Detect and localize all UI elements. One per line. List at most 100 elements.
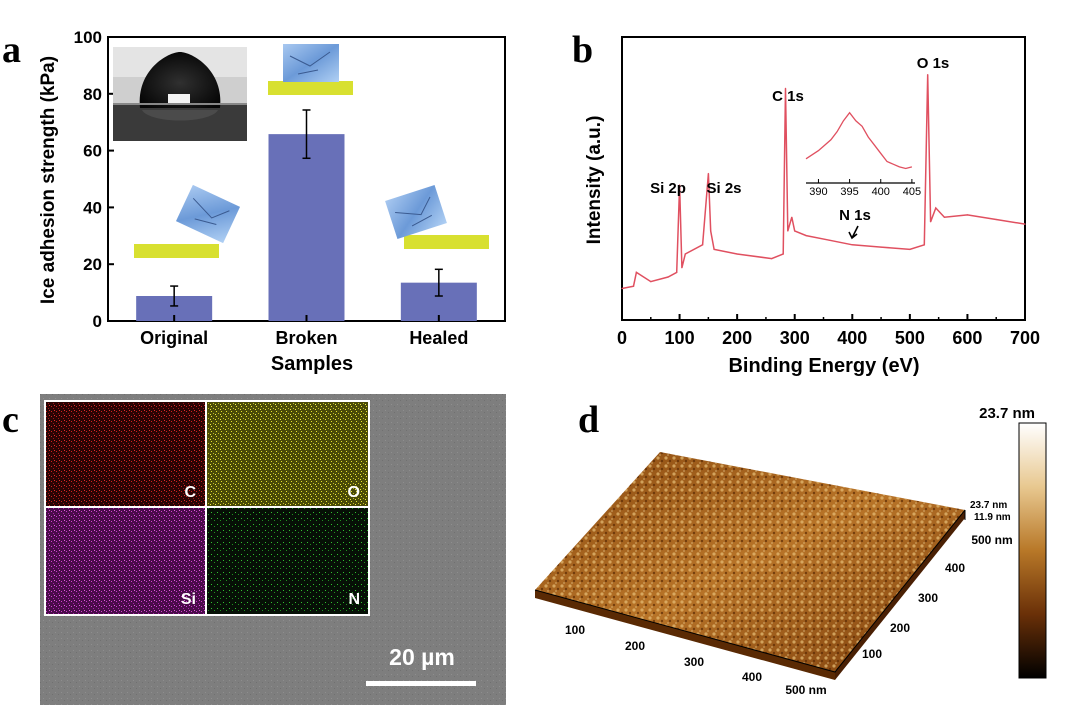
data-point (828, 239, 830, 241)
line-chart-b: 0 100 200 300 400 500 600 700 390 395 400 405 (617, 36, 1040, 348)
x-tick-500: 500 nm (785, 683, 826, 697)
y-tick-label: 0 (93, 312, 102, 331)
x-tick-400: 400 (742, 670, 762, 684)
data-point (678, 184, 681, 186)
data-point (713, 248, 715, 250)
x-tick-label: 0 (617, 328, 627, 348)
x-tick-label: 100 (665, 328, 695, 348)
data-point (923, 244, 925, 246)
annotation-c-1s: C 1s (772, 88, 804, 105)
data-point (621, 287, 623, 290)
x-tick-label: 300 (780, 328, 810, 348)
data-point (995, 218, 997, 221)
data-point (1024, 223, 1026, 225)
eds-label-n: N (348, 591, 360, 608)
data-point (966, 214, 969, 216)
eds-label-c: C (184, 484, 196, 501)
data-point (791, 216, 793, 218)
data-point (805, 235, 807, 237)
y-tick-200: 200 (890, 621, 910, 635)
y-tick-label: 40 (83, 198, 102, 217)
colorbar (1018, 422, 1047, 679)
x-tick-300: 300 (684, 655, 704, 669)
eds-label-o: O (348, 484, 360, 501)
series-n1s-inset (805, 111, 913, 170)
afm-surface (534, 452, 966, 680)
panel-a: a 0 20 40 60 80 100 Original Broken Healed (2, 28, 506, 375)
annotation-si-2p: Si 2p (650, 180, 686, 197)
eds-label-si: Si (181, 591, 196, 608)
y-tick-500: 500 nm (971, 533, 1012, 547)
y-tick-400: 400 (945, 561, 965, 575)
inset-x-tick-label: 400 (872, 186, 890, 198)
data-point (702, 244, 704, 246)
data-point (632, 285, 635, 287)
data-point (667, 276, 669, 278)
panel-letter-a: a (2, 29, 21, 71)
scale-bar (366, 681, 476, 686)
eds-map-c (46, 402, 205, 506)
x-tick-label-healed: Healed (409, 328, 468, 348)
data-point (684, 253, 686, 255)
annotation-si-2s: Si 2s (706, 180, 741, 197)
eds-map-o (207, 402, 368, 506)
data-point (880, 246, 882, 248)
x-tick-200: 200 (625, 639, 645, 653)
y-tick-label: 100 (74, 28, 102, 47)
data-point (707, 172, 709, 175)
x-tick-100: 100 (565, 623, 585, 637)
panel-d: d 100 200 300 400 500 nm 100 200 300 400… (534, 399, 1047, 697)
bar-chart-a: 0 20 40 60 80 100 Original Broken Healed (74, 28, 506, 348)
data-point (851, 244, 853, 246)
eds-map-si (46, 508, 205, 614)
x-tick-label: 200 (722, 328, 752, 348)
y-axis-title-a: Ice adhesion strength (kPa) (38, 56, 59, 304)
data-point (943, 216, 946, 218)
inset-x-tick-label: 395 (840, 186, 858, 198)
x-axis-title-b: Binding Energy (eV) (728, 355, 919, 377)
inset-x-tick-label: 390 (809, 186, 827, 198)
contact-angle-droplet-photo (113, 47, 247, 141)
data-point (681, 267, 683, 269)
panel-b: b 0 100 200 300 400 500 600 700 390 395 400 405 Int… (572, 29, 1040, 377)
data-point (909, 248, 911, 250)
y-tick-label: 60 (83, 142, 102, 161)
eds-map-n (207, 508, 368, 614)
panel-c: c C O Si N 20 µm (2, 394, 506, 705)
afm-x-ticks: 100 200 300 400 500 nm (565, 623, 827, 697)
annotation-o-1s: O 1s (917, 55, 950, 72)
data-point (782, 253, 784, 255)
x-tick-label: 500 (895, 328, 925, 348)
panel-letter-b: b (572, 29, 593, 71)
n1s-arrow (848, 225, 859, 240)
data-point (676, 271, 678, 273)
ice-on-coating-illustrations (134, 44, 489, 258)
afm-y-ticks: 100 200 300 400 500 nm (862, 533, 1013, 661)
data-point (771, 258, 773, 260)
data-point (710, 230, 712, 232)
z-label-max: 23.7 nm (970, 500, 1007, 511)
data-point (927, 74, 929, 76)
scale-bar-label: 20 µm (389, 644, 455, 670)
y-tick-label: 80 (83, 85, 102, 104)
y-tick-label: 20 (83, 255, 102, 274)
x-tick-label-original: Original (140, 328, 208, 348)
data-point (787, 230, 789, 232)
data-point (929, 221, 932, 223)
z-label-mid: 11.9 nm (974, 512, 1011, 523)
x-axis-title-a: Samples (271, 353, 353, 375)
x-tick-label: 700 (1010, 328, 1040, 348)
colorbar-max-label: 23.7 nm (979, 405, 1035, 422)
annotation-n-1s: N 1s (839, 207, 871, 224)
x-tick-label: 400 (837, 328, 867, 348)
inset-x-tick-label: 405 (903, 186, 921, 198)
x-tick-label: 600 (952, 328, 982, 348)
data-point (784, 87, 787, 89)
panel-letter-c: c (2, 399, 19, 441)
y-tick-100: 100 (862, 647, 882, 661)
data-point (794, 230, 796, 232)
plot-frame-b (621, 36, 1026, 321)
bar-broken (268, 134, 345, 321)
data-point (635, 271, 637, 273)
